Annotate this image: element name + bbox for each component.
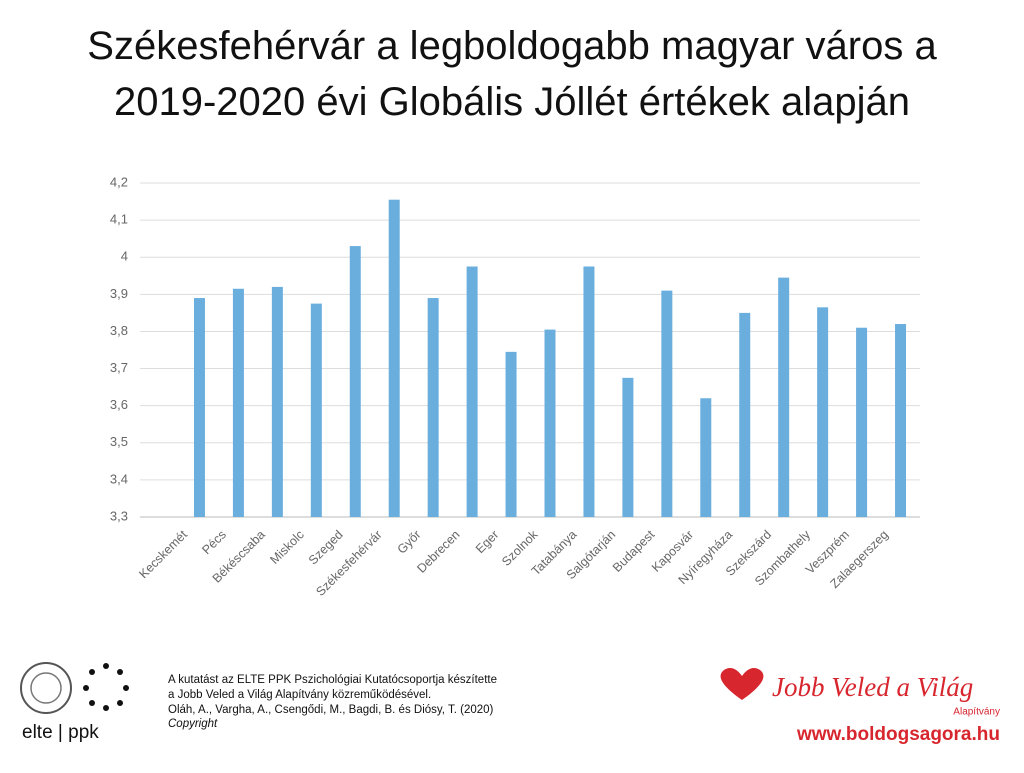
bar [271,286,283,517]
bar [388,199,400,517]
website: www.boldogsagora.hu [796,724,1000,745]
jvv-logo: Jobb Veled a Világ Alapítvány www.boldog… [720,667,1000,745]
bar [193,298,205,517]
chart-title-text: Székesfehérvár a legboldogabb magyar vár… [87,24,937,124]
credit-line: Copyright [168,718,218,730]
credit-line: A kutatást az ELTE PPK Pszichológiai Kut… [168,674,497,686]
heart [720,667,764,700]
elte-text: elte | ppk [22,722,99,743]
y-tick-label: 3,7 [110,360,128,375]
elte-logo: elte | ppk [20,662,129,743]
bar [661,290,673,517]
bar [895,324,907,517]
jvv-text: Jobb Veled a Világ [772,672,973,702]
bar [856,327,868,517]
y-tick-label: 3,4 [110,471,128,486]
jvv-sub: Alapítvány [953,707,1000,718]
seal [20,662,72,714]
y-tick-label: 3,6 [110,397,128,412]
bar [544,329,556,517]
bar [466,266,478,517]
bar [349,246,361,518]
bar [778,277,790,517]
y-tick-label: 4,2 [110,174,128,189]
y-tick-label: 3,3 [110,508,128,523]
credit-line: a Jobb Veled a Világ Alapítvány közreműk… [168,689,431,701]
y-tick-label: 3,9 [110,286,128,301]
y-tick-label: 3,5 [110,434,128,449]
chart-title: Székesfehérvár a legboldogabb magyar vár… [87,24,937,124]
bar [739,312,751,517]
seal-inner [30,672,62,704]
bar [505,351,517,517]
bar [232,288,244,517]
bar [427,298,439,517]
credits: A kutatást az ELTE PPK Pszichológiai Kut… [168,674,497,730]
bar [310,303,322,517]
bar [700,398,712,517]
bar [817,307,829,517]
y-tick-label: 3,8 [110,323,128,338]
bar [622,377,634,517]
y-tick-label: 4,1 [110,212,128,227]
credit-line: Oláh, A., Vargha, A., Csengődi, M., Bagd… [168,704,494,716]
ppk-dots [83,663,129,711]
bar [583,266,595,517]
y-tick-label: 4 [121,249,128,264]
